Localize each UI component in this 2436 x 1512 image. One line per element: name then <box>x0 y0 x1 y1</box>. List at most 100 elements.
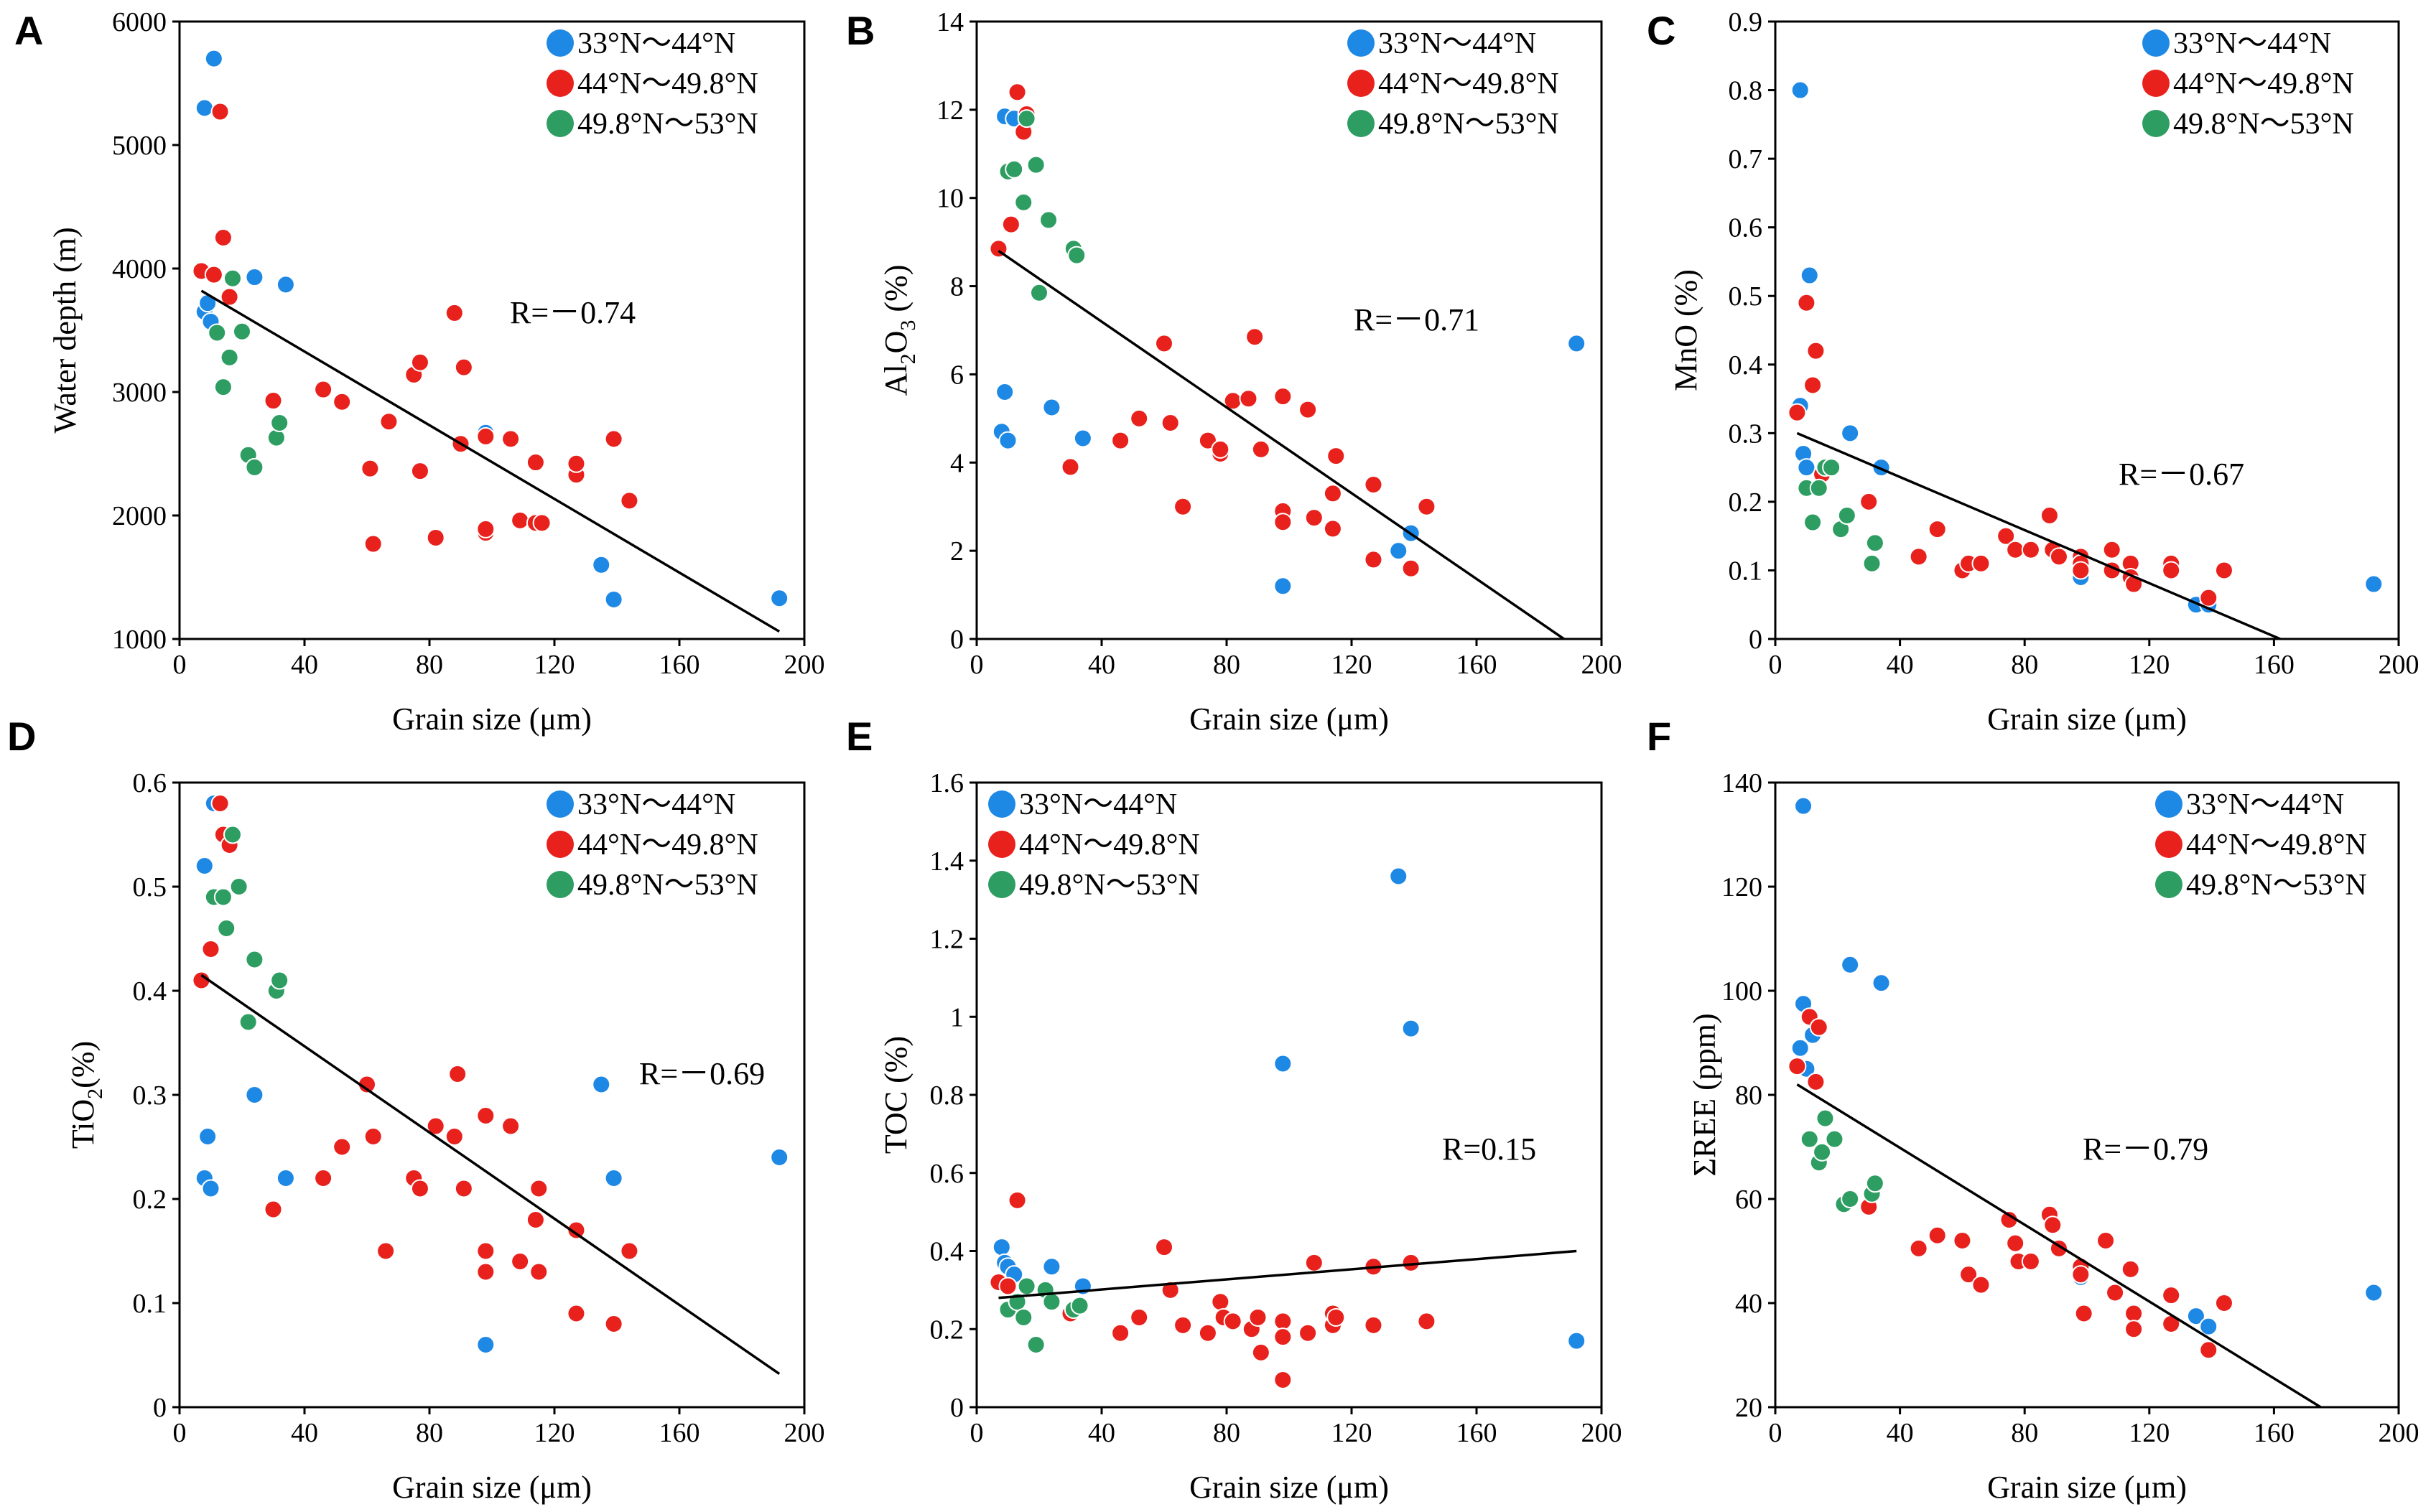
x-tick-label-d: 0 <box>173 1418 187 1448</box>
data-point-c-series-1 <box>2364 574 2384 594</box>
data-point-b-series-2 <box>1273 513 1293 532</box>
y-tick-label-e: 0.2 <box>930 1315 964 1345</box>
x-tick-label-a: 160 <box>659 650 700 680</box>
data-point-d-series-1 <box>476 1335 496 1354</box>
y-axis-label-b: Al2O3 (%) <box>878 265 920 396</box>
correlation-label-e: R=0.15 <box>1442 1131 1536 1167</box>
data-point-a-series-2 <box>620 491 639 510</box>
y-tick-label-d: 0.1 <box>133 1289 167 1319</box>
data-point-a-series-3 <box>270 414 289 432</box>
legend-label-b-3: 49.8°N～53°N <box>1378 108 1559 141</box>
data-point-b-series-3 <box>1030 283 1049 302</box>
panel-a: A 0 40 80 120 160 200 1000 2000 3000 4000 5000 6000… <box>14 7 825 737</box>
legend-label-d-3: 49.8°N～53°N <box>577 869 758 902</box>
legend-marker-d-1 <box>547 790 574 818</box>
y-tick-label-c: 0.4 <box>1729 350 1763 381</box>
x-tick-label-d: 120 <box>534 1418 575 1448</box>
data-point-f-series-2 <box>2106 1283 2125 1302</box>
data-point-d-series-3 <box>217 919 236 938</box>
legend-label-c-3: 49.8°N～53°N <box>2173 108 2354 141</box>
legend-marker-f-1 <box>2155 790 2182 818</box>
y-axis-label-a: Water depth (m) <box>47 227 83 433</box>
y-tick-label-e: 1.2 <box>930 925 964 955</box>
data-point-e-series-2 <box>1211 1292 1230 1312</box>
data-point-b-series-1 <box>1389 541 1408 561</box>
x-tick-label-d: 200 <box>784 1418 825 1448</box>
legend-marker-c-3 <box>2142 110 2170 137</box>
data-point-d-series-1 <box>195 857 214 875</box>
y-tick-label-b: 10 <box>936 184 964 214</box>
data-point-c-series-1 <box>1841 424 1860 443</box>
y-tick-label-b: 14 <box>936 7 964 37</box>
data-point-d-series-2 <box>501 1116 521 1136</box>
legend-label-f-1: 33°N～44°N <box>2186 788 2344 821</box>
legend-label-a-3: 49.8°N～53°N <box>577 108 758 141</box>
data-point-e-series-2 <box>1161 1280 1180 1299</box>
panel-b: B 0 40 80 120 160 200 0 2 4 6 8 10 12 14 33°N～44°N 44°N… <box>846 7 1622 737</box>
data-point-f-series-3 <box>1813 1142 1832 1162</box>
y-tick-label-d: 0.5 <box>133 872 167 902</box>
plot-area-a: 0 40 80 120 160 200 1000 2000 3000 4000 5000 6000 33… <box>112 7 825 680</box>
data-point-b-series-1 <box>1567 334 1586 353</box>
data-point-a-series-2 <box>314 380 333 399</box>
data-point-b-series-3 <box>1067 246 1087 265</box>
data-point-f-series-2 <box>2096 1231 2116 1250</box>
data-point-d-series-3 <box>238 1012 258 1032</box>
data-point-c-series-2 <box>1803 375 1823 395</box>
data-point-c-series-2 <box>2214 561 2233 580</box>
legend-marker-e-1 <box>988 790 1015 818</box>
y-tick-label-e: 0.6 <box>930 1159 964 1189</box>
data-point-e-series-1 <box>1567 1331 1586 1350</box>
x-tick-label-b: 40 <box>1088 650 1115 680</box>
data-point-a-series-2 <box>567 454 586 473</box>
x-axis-label-a: Grain size (μm) <box>392 701 592 737</box>
data-point-c-series-2 <box>2162 561 2181 580</box>
data-point-f-series-2 <box>1806 1072 1826 1091</box>
data-point-b-series-3 <box>1014 192 1033 212</box>
data-point-d-series-2 <box>201 940 220 958</box>
data-point-a-series-3 <box>245 457 264 477</box>
legend-label-b-1: 33°N～44°N <box>1378 27 1536 60</box>
data-point-f-series-3 <box>1865 1174 1884 1193</box>
data-point-a-series-1 <box>204 49 223 68</box>
x-tick-label-c: 120 <box>2129 650 2170 680</box>
data-point-a-series-2 <box>511 510 530 530</box>
legend-label-c-1: 33°N～44°N <box>2173 27 2331 60</box>
data-point-a-series-2 <box>526 453 545 472</box>
data-point-a-series-2 <box>476 519 496 538</box>
data-point-d-series-2 <box>264 1200 283 1219</box>
data-point-b-series-3 <box>1005 159 1024 179</box>
y-tick-label-c: 0.8 <box>1729 76 1763 106</box>
data-point-c-series-2 <box>1806 341 1826 360</box>
data-point-f-series-2 <box>1971 1275 1991 1294</box>
legend-marker-a-2 <box>547 70 574 97</box>
y-tick-label-c: 0.3 <box>1729 419 1763 449</box>
data-point-a-series-2 <box>264 391 283 411</box>
data-point-f-series-2 <box>1788 1057 1807 1076</box>
data-point-c-series-2 <box>2040 506 2059 525</box>
data-point-b-series-2 <box>1173 497 1193 516</box>
data-point-c-series-3 <box>1837 506 1856 525</box>
regression-line-d <box>200 974 781 1376</box>
legend-marker-d-3 <box>547 871 574 898</box>
data-point-d-series-2 <box>567 1304 586 1323</box>
x-tick-label-c: 160 <box>2254 650 2295 680</box>
data-point-a-series-1 <box>195 98 214 118</box>
data-point-e-series-2 <box>1304 1253 1324 1272</box>
data-point-b-series-2 <box>1211 439 1230 459</box>
y-tick-label-b: 4 <box>950 448 964 478</box>
data-point-a-series-1 <box>592 555 611 574</box>
data-point-e-series-2 <box>1326 1307 1346 1327</box>
data-point-d-series-1 <box>592 1075 611 1094</box>
correlation-label-d: R=－0.69 <box>639 1056 765 1091</box>
panel-letter-f: F <box>1647 714 1671 759</box>
data-point-e-series-2 <box>1364 1315 1383 1335</box>
panel-e: E 0 40 80 120 160 200 0 0.2 0.4 0.6 0.8 1 1.2 1.4 1.6 3… <box>846 714 1622 1505</box>
x-tick-label-b: 200 <box>1581 650 1622 680</box>
y-tick-label-f: 100 <box>1721 976 1762 1007</box>
y-tick-label-b: 8 <box>950 272 964 302</box>
data-point-a-series-1 <box>770 589 789 608</box>
legend-marker-e-3 <box>988 871 1015 898</box>
data-point-d-series-1 <box>245 1086 264 1104</box>
regression-line-b <box>998 249 1565 640</box>
